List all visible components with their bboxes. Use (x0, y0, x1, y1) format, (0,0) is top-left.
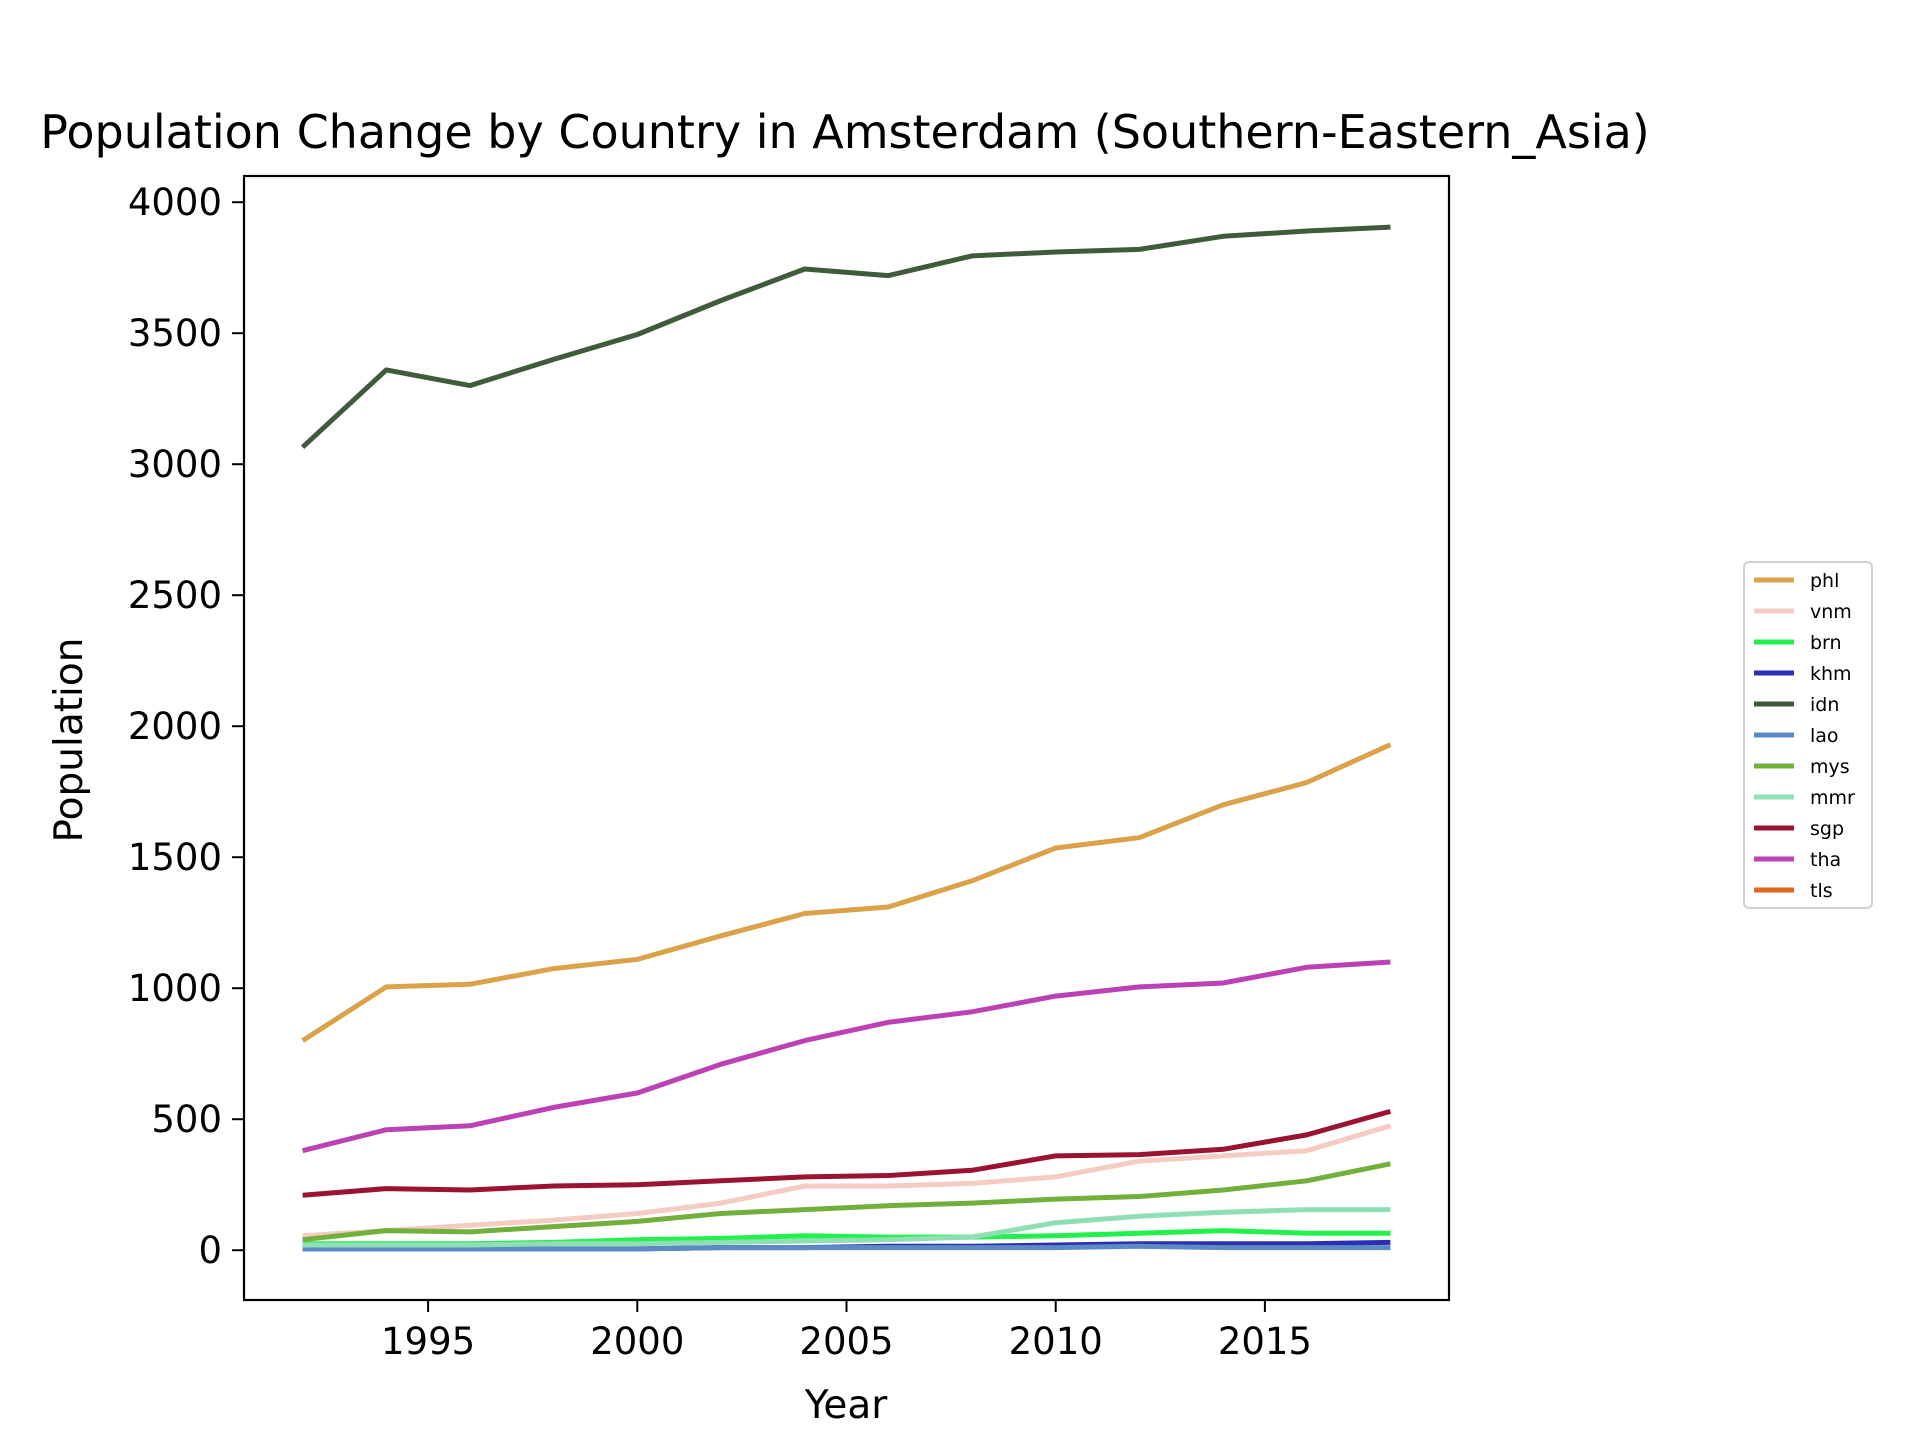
legend-label-khm: khm (1810, 663, 1852, 685)
chart-title: Population Change by Country in Amsterda… (40, 105, 1649, 159)
y-tick-label-3000: 3000 (128, 443, 222, 486)
series-line-lao (302, 1243, 1391, 1252)
x-tick-label-1995: 1995 (381, 1320, 475, 1363)
plot-area-frame (242, 174, 1451, 1302)
series-layer (300, 224, 1392, 1252)
series-line-phl (301, 742, 1392, 1043)
series-line-mmr (302, 1207, 1391, 1248)
legend-label-idn: idn (1810, 694, 1839, 716)
y-axis-label: Population (47, 638, 92, 843)
series-line-vnm (302, 1123, 1392, 1239)
y-tick-label-4000: 4000 (128, 181, 222, 224)
series-line-mys (302, 1161, 1391, 1243)
legend-box (1743, 561, 1873, 909)
legend-label-brn: brn (1810, 632, 1842, 654)
legend-label-phl: phl (1810, 570, 1839, 592)
y-axis-ticks: 0 500 1000 1500 2000 2500 3000 3500 4000 (128, 181, 244, 1272)
series-line-idn (300, 224, 1391, 450)
y-tick-label-3500: 3500 (128, 312, 222, 355)
series-line-sgp (302, 1108, 1392, 1198)
legend-label-mmr: mmr (1810, 787, 1855, 809)
x-tick-label-2000: 2000 (590, 1320, 684, 1363)
legend-label-sgp: sgp (1810, 818, 1844, 840)
y-tick-label-1500: 1500 (128, 836, 222, 879)
y-tick-label-500: 500 (151, 1098, 222, 1141)
x-tick-label-2010: 2010 (1009, 1320, 1103, 1363)
legend-label-tha: tha (1810, 849, 1841, 871)
x-tick-label-2005: 2005 (799, 1320, 893, 1363)
x-tick-label-2015: 2015 (1218, 1320, 1312, 1363)
x-axis-label: Year (804, 1383, 889, 1428)
y-tick-label-1000: 1000 (128, 967, 222, 1010)
series-line-tha (301, 959, 1391, 1154)
y-tick-label-0: 0 (198, 1229, 222, 1272)
legend: phl vnm brn khm idn lao mys mmr sgp tha tls (1743, 561, 1873, 909)
y-tick-label-2000: 2000 (128, 705, 222, 748)
legend-label-vnm: vnm (1810, 601, 1852, 623)
legend-label-mys: mys (1810, 756, 1850, 778)
legend-label-tls: tls (1810, 880, 1833, 902)
y-tick-label-2500: 2500 (128, 574, 222, 617)
legend-label-lao: lao (1810, 725, 1839, 747)
x-axis-ticks: 1995 2000 2005 2010 2015 (381, 1300, 1312, 1363)
